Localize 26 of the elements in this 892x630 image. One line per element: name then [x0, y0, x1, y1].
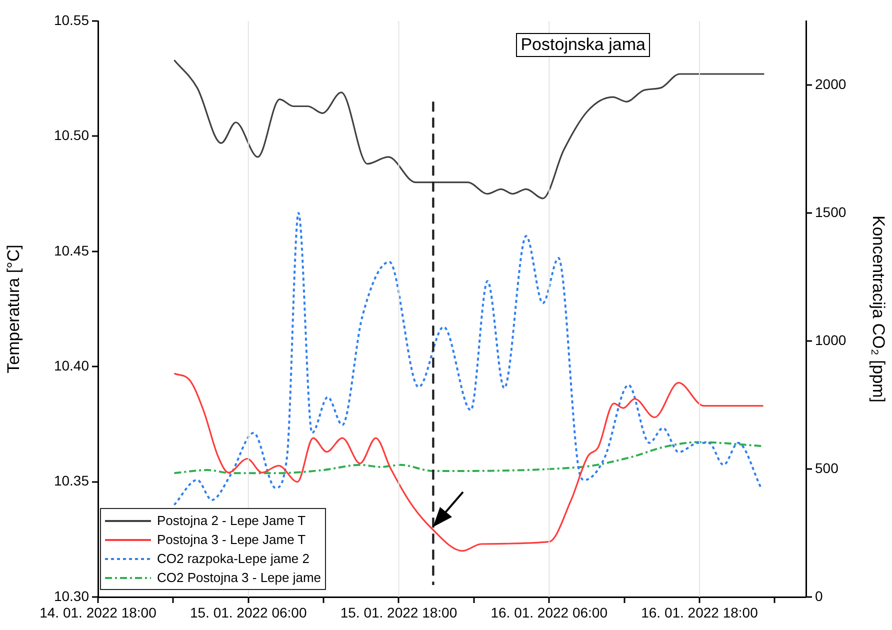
legend-label: Postojna 3 - Lepe Jame T: [157, 532, 306, 547]
y-axis-title: Temperatura [°C]: [4, 244, 23, 374]
text: Postojnska jama: [516, 33, 650, 57]
x-tick-label: 15. 01. 2022 18:00: [340, 604, 458, 620]
line-series: [173, 59, 766, 200]
y2-tick-label: 1500: [815, 204, 846, 220]
x-tick-label: 14. 01. 2022 18:00: [40, 604, 157, 620]
line-series: [173, 441, 762, 474]
y2-axis-title: Koncentracija CO₂ [ppm]: [869, 215, 888, 403]
y2-tick-label: 500: [815, 460, 839, 476]
y2-tick-label: 1000: [815, 332, 846, 348]
x-tick-label: 16. 01. 2022 06:00: [490, 604, 608, 620]
y-tick-label: 10.55: [54, 12, 90, 28]
x-tick-label: 15. 01. 2022 06:00: [190, 604, 307, 620]
y2-tick-label: 0: [815, 588, 823, 604]
y2-tick-label: 2000: [815, 76, 846, 92]
y-tick-label: 10.35: [54, 472, 90, 489]
legend-label: CO2 Postojna 3 - Lepe jame: [157, 570, 322, 585]
x-tick-label: 16. 01. 2022 18:00: [641, 604, 758, 620]
y-tick-label: 10.30: [54, 588, 90, 604]
y-tick-label: 10.50: [54, 127, 90, 144]
line-series: [173, 212, 762, 506]
legend-label: CO2 razpoka-Lepe jame 2: [157, 551, 310, 566]
y-tick-label: 10.40: [54, 357, 90, 374]
y-tick-label: 10.45: [54, 242, 90, 258]
legend-label: Postojna 2 - Lepe Jame T: [157, 513, 306, 528]
